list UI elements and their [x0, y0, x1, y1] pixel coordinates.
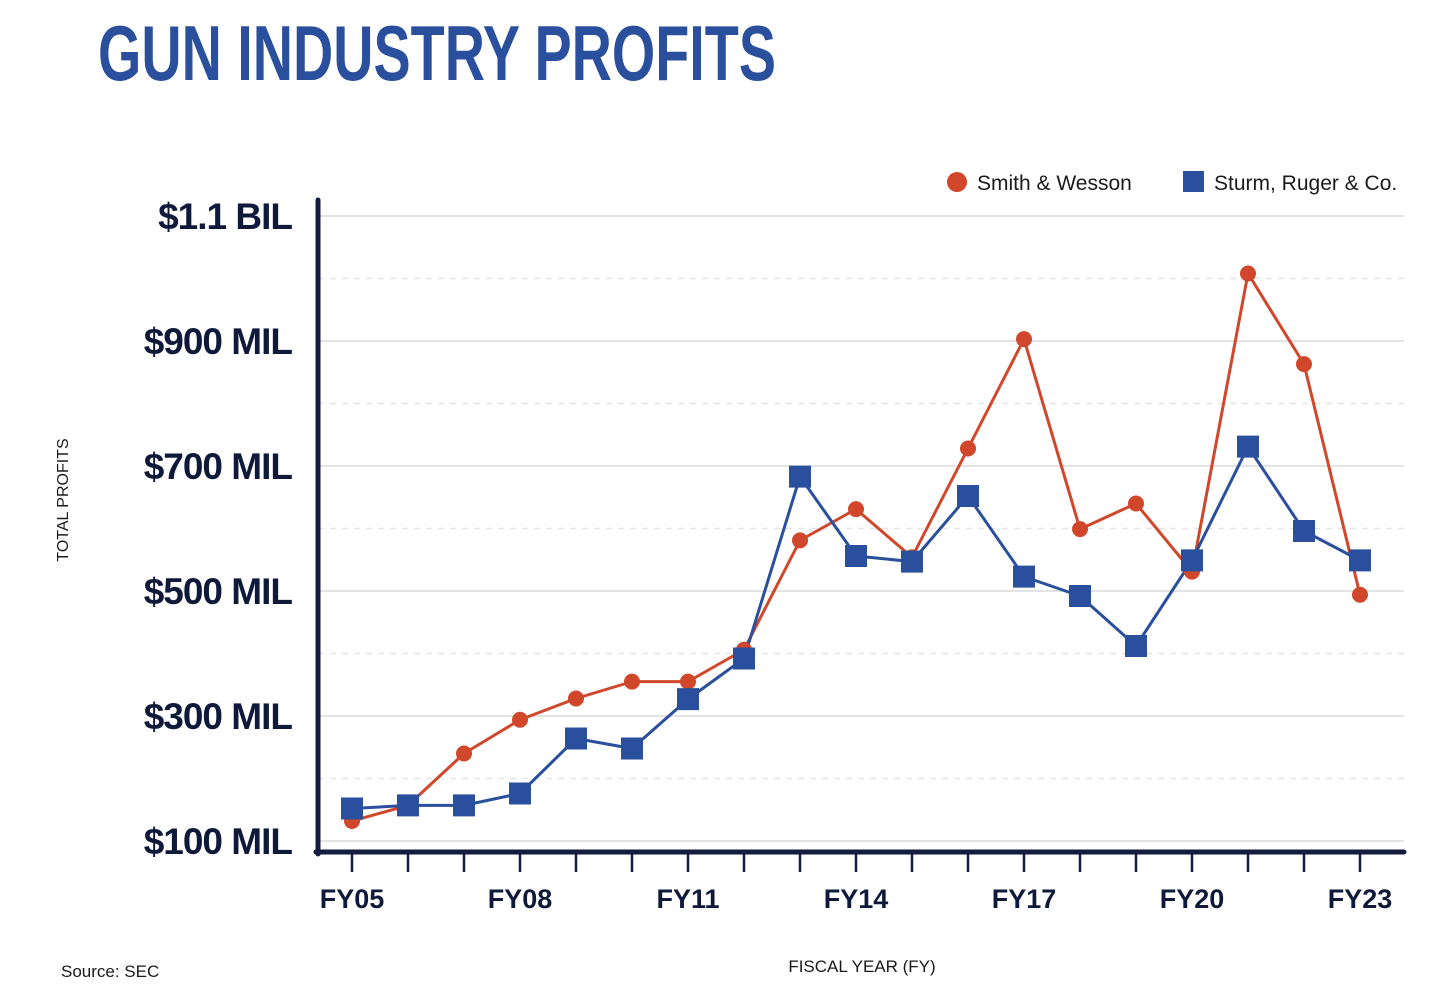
- data-point-smith-wesson: [960, 440, 976, 457]
- data-point-smith-wesson: [1128, 495, 1144, 512]
- x-tick-label: FY08: [488, 884, 553, 914]
- data-point-sturm-ruger: [957, 485, 979, 507]
- legend-marker-sturm-ruger: [1183, 171, 1204, 192]
- data-point-sturm-ruger: [1125, 635, 1147, 657]
- legend-marker-smith-wesson: [947, 172, 967, 192]
- x-tick-label: FY14: [824, 884, 889, 914]
- series-layer: [341, 265, 1371, 829]
- x-tick-label: FY20: [1160, 884, 1225, 914]
- data-point-sturm-ruger: [789, 465, 811, 488]
- y-tick-label: $700 MIL: [144, 446, 293, 487]
- data-point-sturm-ruger: [1069, 585, 1091, 607]
- data-point-sturm-ruger: [1349, 549, 1371, 572]
- data-point-smith-wesson: [1352, 586, 1368, 603]
- data-point-smith-wesson: [568, 690, 584, 707]
- gridlines: [318, 215, 1404, 842]
- data-point-smith-wesson: [680, 673, 696, 690]
- y-tick-label: $300 MIL: [144, 696, 293, 737]
- x-ticks: FY05 FY08 FY11 FY14 FY17 FY20 FY23: [320, 852, 1393, 914]
- data-point-smith-wesson: [1296, 356, 1312, 373]
- data-point-sturm-ruger: [509, 782, 531, 805]
- data-point-sturm-ruger: [733, 647, 755, 670]
- data-point-smith-wesson: [1240, 265, 1256, 282]
- x-tick-label: FY17: [992, 884, 1057, 914]
- source-note: Source: SEC: [61, 962, 159, 981]
- legend-label-smith-wesson: Smith & Wesson: [977, 172, 1132, 195]
- y-tick-label: $900 MIL: [144, 321, 293, 362]
- data-point-sturm-ruger: [341, 797, 363, 820]
- data-point-smith-wesson: [1072, 521, 1088, 538]
- y-tick-label: $1.1 BIL: [158, 196, 292, 237]
- y-tick-label: $500 MIL: [144, 571, 293, 612]
- y-axis-title: TOTAL PROFITS: [55, 438, 72, 561]
- data-point-smith-wesson: [792, 532, 808, 549]
- axes: [313, 197, 1407, 857]
- data-point-sturm-ruger: [453, 794, 475, 817]
- data-point-sturm-ruger: [397, 794, 419, 817]
- x-tick-label: FY05: [320, 884, 385, 914]
- y-tick-label: $100 MIL: [144, 821, 293, 862]
- legend: Smith & Wesson Sturm, Ruger & Co.: [947, 171, 1397, 195]
- data-point-sturm-ruger: [901, 550, 923, 573]
- data-point-sturm-ruger: [1237, 435, 1259, 458]
- series-line-sturm-ruger: [351, 445, 1361, 810]
- data-point-smith-wesson: [456, 745, 472, 762]
- x-tick-label: FY11: [656, 884, 719, 914]
- data-point-smith-wesson: [1016, 331, 1032, 348]
- x-axis-title: FISCAL YEAR (FY): [788, 957, 935, 976]
- data-point-sturm-ruger: [621, 737, 643, 760]
- data-point-sturm-ruger: [1181, 549, 1203, 572]
- data-point-sturm-ruger: [565, 727, 587, 750]
- x-tick-label: FY23: [1328, 884, 1393, 914]
- data-point-smith-wesson: [512, 711, 528, 728]
- y-tick-labels: $100 MIL $300 MIL $500 MIL $700 MIL $900 MIL…: [144, 196, 294, 862]
- data-point-smith-wesson: [848, 501, 864, 518]
- data-point-sturm-ruger: [1013, 565, 1035, 588]
- legend-label-sturm-ruger: Sturm, Ruger & Co.: [1214, 172, 1397, 195]
- data-point-sturm-ruger: [1293, 520, 1315, 542]
- chart-title: GUN INDUSTRY PROFITS: [98, 9, 776, 97]
- data-point-sturm-ruger: [845, 545, 867, 567]
- data-point-sturm-ruger: [677, 688, 699, 711]
- data-point-smith-wesson: [624, 673, 640, 690]
